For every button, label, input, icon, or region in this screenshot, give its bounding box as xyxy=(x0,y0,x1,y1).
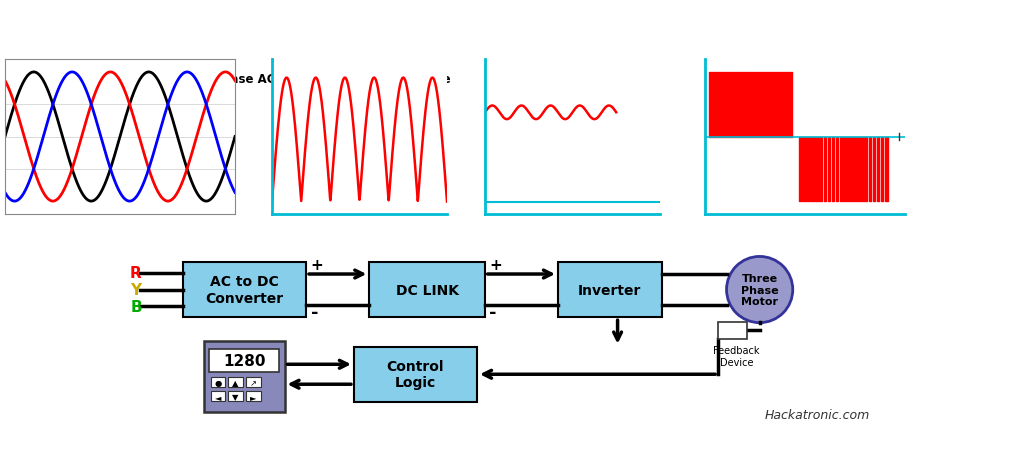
Text: ●: ● xyxy=(214,378,221,387)
Text: Three Phase AC: Three Phase AC xyxy=(171,73,275,86)
Text: ↗: ↗ xyxy=(250,378,257,387)
Text: Inverter: Inverter xyxy=(579,283,642,297)
Text: -: - xyxy=(489,303,497,321)
FancyBboxPatch shape xyxy=(558,262,662,317)
FancyBboxPatch shape xyxy=(370,262,484,317)
Text: Feedback
Device: Feedback Device xyxy=(714,345,760,367)
FancyBboxPatch shape xyxy=(209,349,280,372)
FancyBboxPatch shape xyxy=(228,391,243,401)
Text: ◄: ◄ xyxy=(215,392,221,401)
Text: Hackatronic.com: Hackatronic.com xyxy=(765,408,869,421)
Text: -: - xyxy=(310,303,318,321)
Circle shape xyxy=(727,257,793,323)
FancyBboxPatch shape xyxy=(718,322,748,339)
Text: ►: ► xyxy=(250,392,257,401)
Text: R: R xyxy=(130,266,142,280)
Text: DC LINK: DC LINK xyxy=(395,283,459,297)
Text: +: + xyxy=(489,257,502,272)
Text: Simulated AC: Simulated AC xyxy=(706,73,795,86)
FancyBboxPatch shape xyxy=(354,347,477,402)
Text: AC to DC
Converter: AC to DC Converter xyxy=(206,275,284,305)
FancyBboxPatch shape xyxy=(228,377,243,387)
Text: ▲: ▲ xyxy=(232,378,239,387)
FancyBboxPatch shape xyxy=(246,391,261,401)
FancyBboxPatch shape xyxy=(204,341,285,412)
Text: Three
Phase
Motor: Three Phase Motor xyxy=(740,273,778,307)
Text: B: B xyxy=(130,299,141,314)
Text: Control
Logic: Control Logic xyxy=(387,359,444,389)
FancyBboxPatch shape xyxy=(211,377,225,387)
Text: ▼: ▼ xyxy=(232,392,239,401)
Text: Y: Y xyxy=(130,282,141,298)
Text: +: + xyxy=(310,257,324,272)
FancyBboxPatch shape xyxy=(211,391,225,401)
Text: DC Full Wave: DC Full Wave xyxy=(365,73,452,86)
Text: 1280: 1280 xyxy=(223,353,265,368)
Text: Filtered DC: Filtered DC xyxy=(535,73,609,86)
FancyBboxPatch shape xyxy=(246,377,261,387)
FancyBboxPatch shape xyxy=(183,262,306,317)
